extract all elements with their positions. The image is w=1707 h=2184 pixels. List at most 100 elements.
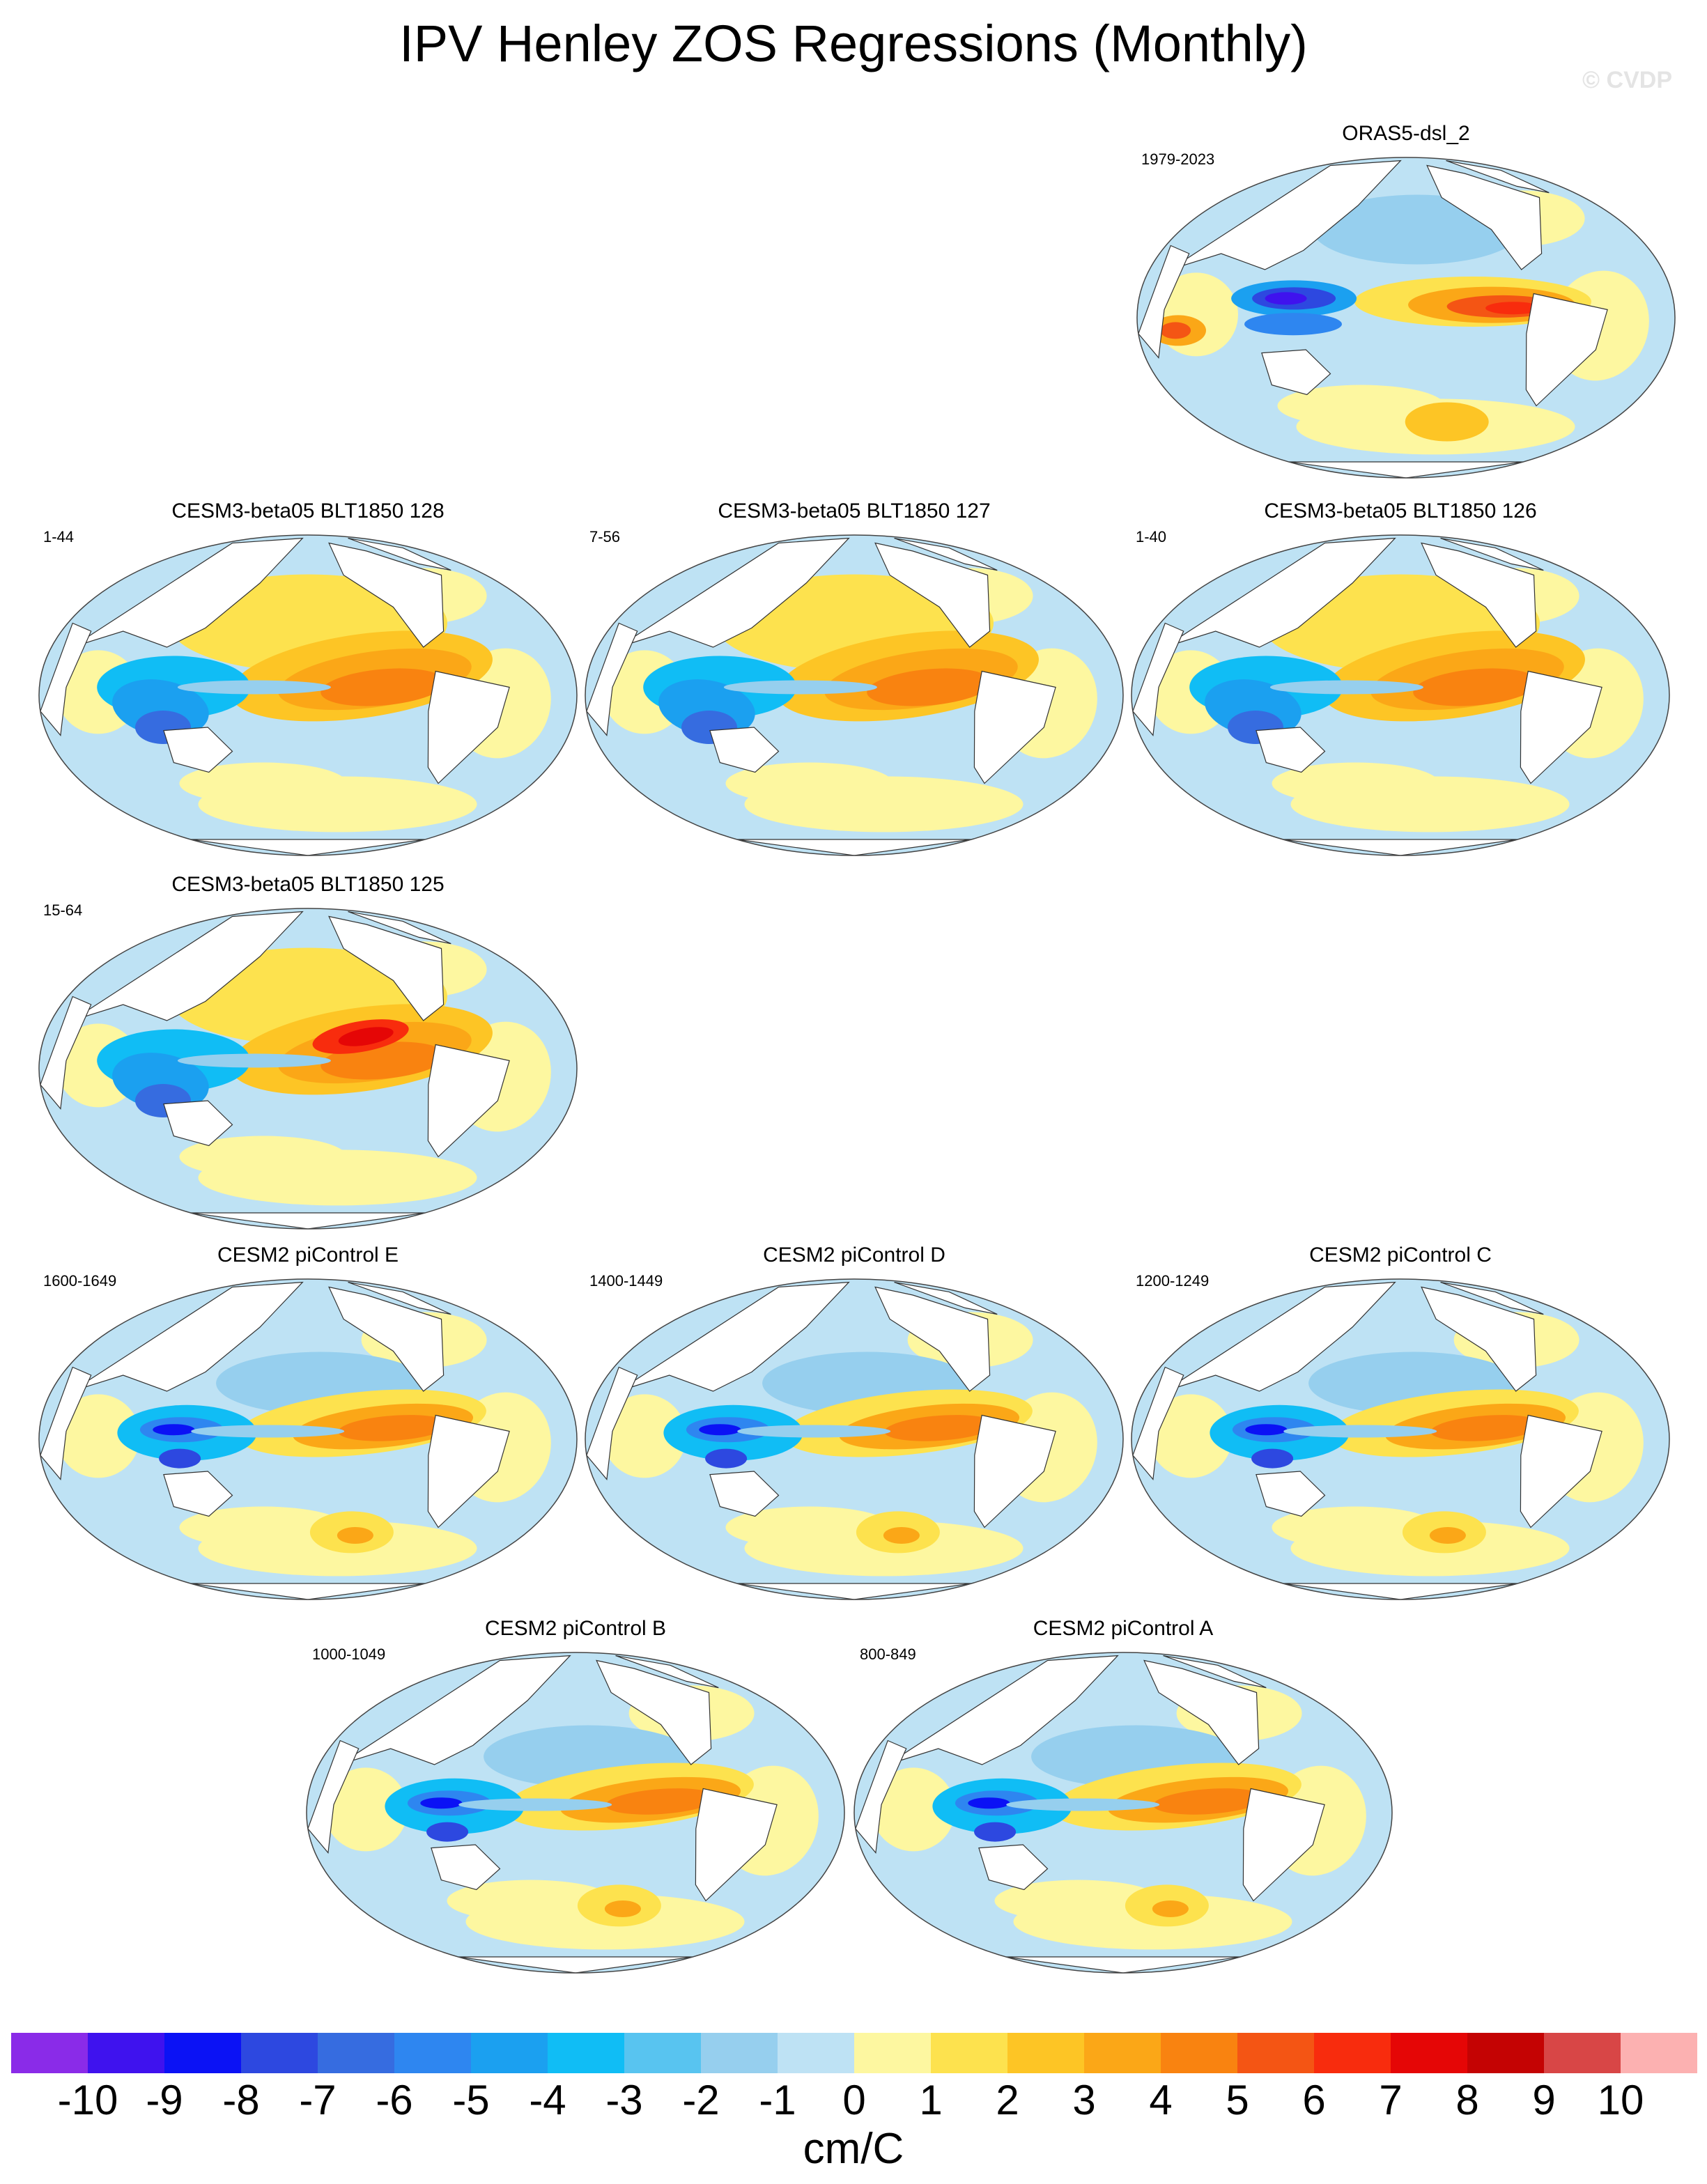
colorbar-swatch: [624, 2033, 702, 2073]
colorbar-swatch: [1084, 2033, 1161, 2073]
anomaly-blob: [458, 1798, 612, 1811]
colorbar-swatch: [1314, 2033, 1391, 2073]
map-border: [38, 534, 578, 856]
landmass-africa: [1132, 1366, 1184, 1480]
landmass-antarctica: [458, 1956, 693, 1973]
map-border: [585, 1278, 1124, 1600]
landmass-africa: [586, 1366, 638, 1480]
landmass-antarctica: [190, 1583, 426, 1600]
anomaly-blob: [159, 1448, 201, 1469]
landmass-south-america: [1525, 293, 1608, 407]
regression-map: [1131, 534, 1670, 856]
colorbar-tick: -3: [605, 2077, 643, 2123]
landmass-greenland: [1440, 538, 1544, 571]
landmass-antarctica: [1283, 839, 1518, 855]
anomaly-blob: [1485, 302, 1542, 315]
landmass-antarctica: [1283, 1583, 1518, 1600]
ocean-field: [1137, 157, 1675, 478]
panel-period: 1600-1649: [43, 1272, 117, 1290]
landmass-australia: [709, 727, 780, 773]
colorbar-swatch: [1161, 2033, 1238, 2073]
anomaly-blob: [324, 1767, 408, 1852]
panel-title: CESM2 piControl D: [763, 1244, 945, 1267]
panel-title: ORAS5-dsl_2: [1342, 122, 1470, 145]
regression-map: [854, 1652, 1393, 1974]
anomaly-blob: [994, 1880, 1162, 1922]
anomaly-blob: [177, 680, 331, 695]
landmass-south-america: [973, 670, 1056, 784]
anomaly-blob: [725, 762, 893, 805]
anomaly-blob: [1283, 1425, 1437, 1438]
landmass-south-america: [695, 1788, 778, 1902]
regression-map: [585, 1278, 1124, 1600]
colorbar-tick: -7: [299, 2077, 337, 2123]
ocean-field: [39, 535, 577, 855]
figure-title: IPV Henley ZOS Regressions (Monthly): [399, 15, 1308, 72]
colorbar-swatch: [471, 2033, 548, 2073]
landmass-australia: [1261, 349, 1331, 396]
anomaly-blob: [338, 1027, 394, 1046]
panel-period: 15-64: [43, 901, 83, 919]
landmass-south-america: [427, 1414, 510, 1528]
landmass-australia: [431, 1844, 501, 1891]
landmass-north-america: [328, 915, 445, 1021]
anomaly-blob: [884, 1415, 996, 1441]
anomaly-blob: [1277, 385, 1445, 427]
landmass-africa: [1138, 245, 1190, 359]
map-panel-cesm2-e: CESM2 piControl E 1600-1649: [36, 1243, 580, 1605]
regression-map: [1136, 157, 1676, 479]
colorbar-tick: -5: [452, 2077, 490, 2123]
regression-map: [38, 534, 578, 856]
ocean-field: [1131, 535, 1669, 855]
panel-period: 1000-1049: [312, 1645, 386, 1663]
colorbar-tick: 3: [1072, 2077, 1096, 2123]
anomaly-blob: [1429, 1527, 1466, 1544]
colorbar-tick: 10: [1597, 2077, 1644, 2123]
landmass-africa: [1132, 622, 1184, 736]
landmass-africa: [40, 622, 92, 736]
map-border: [1136, 157, 1676, 479]
anomaly-blob: [1149, 1394, 1233, 1478]
landmass-antarctica: [736, 839, 972, 855]
watermark: © CVDP: [1582, 67, 1672, 93]
regression-map: [1131, 1278, 1670, 1600]
panel-period: 1-40: [1136, 528, 1167, 545]
colorbar-tick: 8: [1455, 2077, 1479, 2123]
landmass-north-america: [328, 1286, 445, 1392]
anomaly-blob: [1160, 322, 1191, 339]
anomaly-blob: [1413, 668, 1538, 706]
landmass-africa: [307, 1740, 360, 1854]
landmass-greenland: [615, 1655, 719, 1689]
map-panel-cesm3-125: CESM3-beta05 BLT1850 125 15-64: [36, 872, 580, 1234]
anomaly-blob: [179, 1506, 347, 1549]
colorbar-tick: 1: [919, 2077, 943, 2123]
anomaly-blob: [191, 1425, 345, 1438]
colorbar-swatch: [318, 2033, 395, 2073]
landmass-south-america: [427, 1044, 510, 1158]
anomaly-blob: [320, 668, 446, 706]
landmass-antarctica: [1288, 461, 1524, 478]
anomaly-blob: [56, 1394, 140, 1478]
map-panel-cesm3-127: CESM3-beta05 BLT1850 127 7-56: [582, 499, 1126, 861]
landmass-australia: [1256, 727, 1326, 773]
landmass-australia: [163, 727, 233, 773]
landmass-greenland: [348, 1282, 451, 1315]
map-border: [1131, 1278, 1670, 1600]
anomaly-blob: [1152, 1900, 1189, 1917]
anomaly-blob: [179, 1136, 347, 1178]
landmass-africa: [40, 1366, 92, 1480]
anomaly-blob: [1244, 313, 1342, 336]
map-panel-oras5: ORAS5-dsl_2 1979-2023: [1134, 121, 1678, 483]
anomaly-blob: [338, 1415, 450, 1441]
regression-map: [38, 908, 578, 1230]
landmass-africa: [40, 996, 92, 1110]
panel-title: CESM3-beta05 BLT1850 125: [171, 873, 445, 896]
landmass-south-america: [427, 670, 510, 784]
anomaly-blob: [1272, 1506, 1439, 1549]
colorbar-tick: -2: [682, 2077, 720, 2123]
colorbar-swatch: [164, 2033, 242, 2073]
landmass-antarctica: [190, 839, 426, 855]
anomaly-blob: [1006, 1798, 1160, 1811]
colorbar-tick: -8: [222, 2077, 260, 2123]
landmass-north-america: [1143, 1659, 1260, 1765]
